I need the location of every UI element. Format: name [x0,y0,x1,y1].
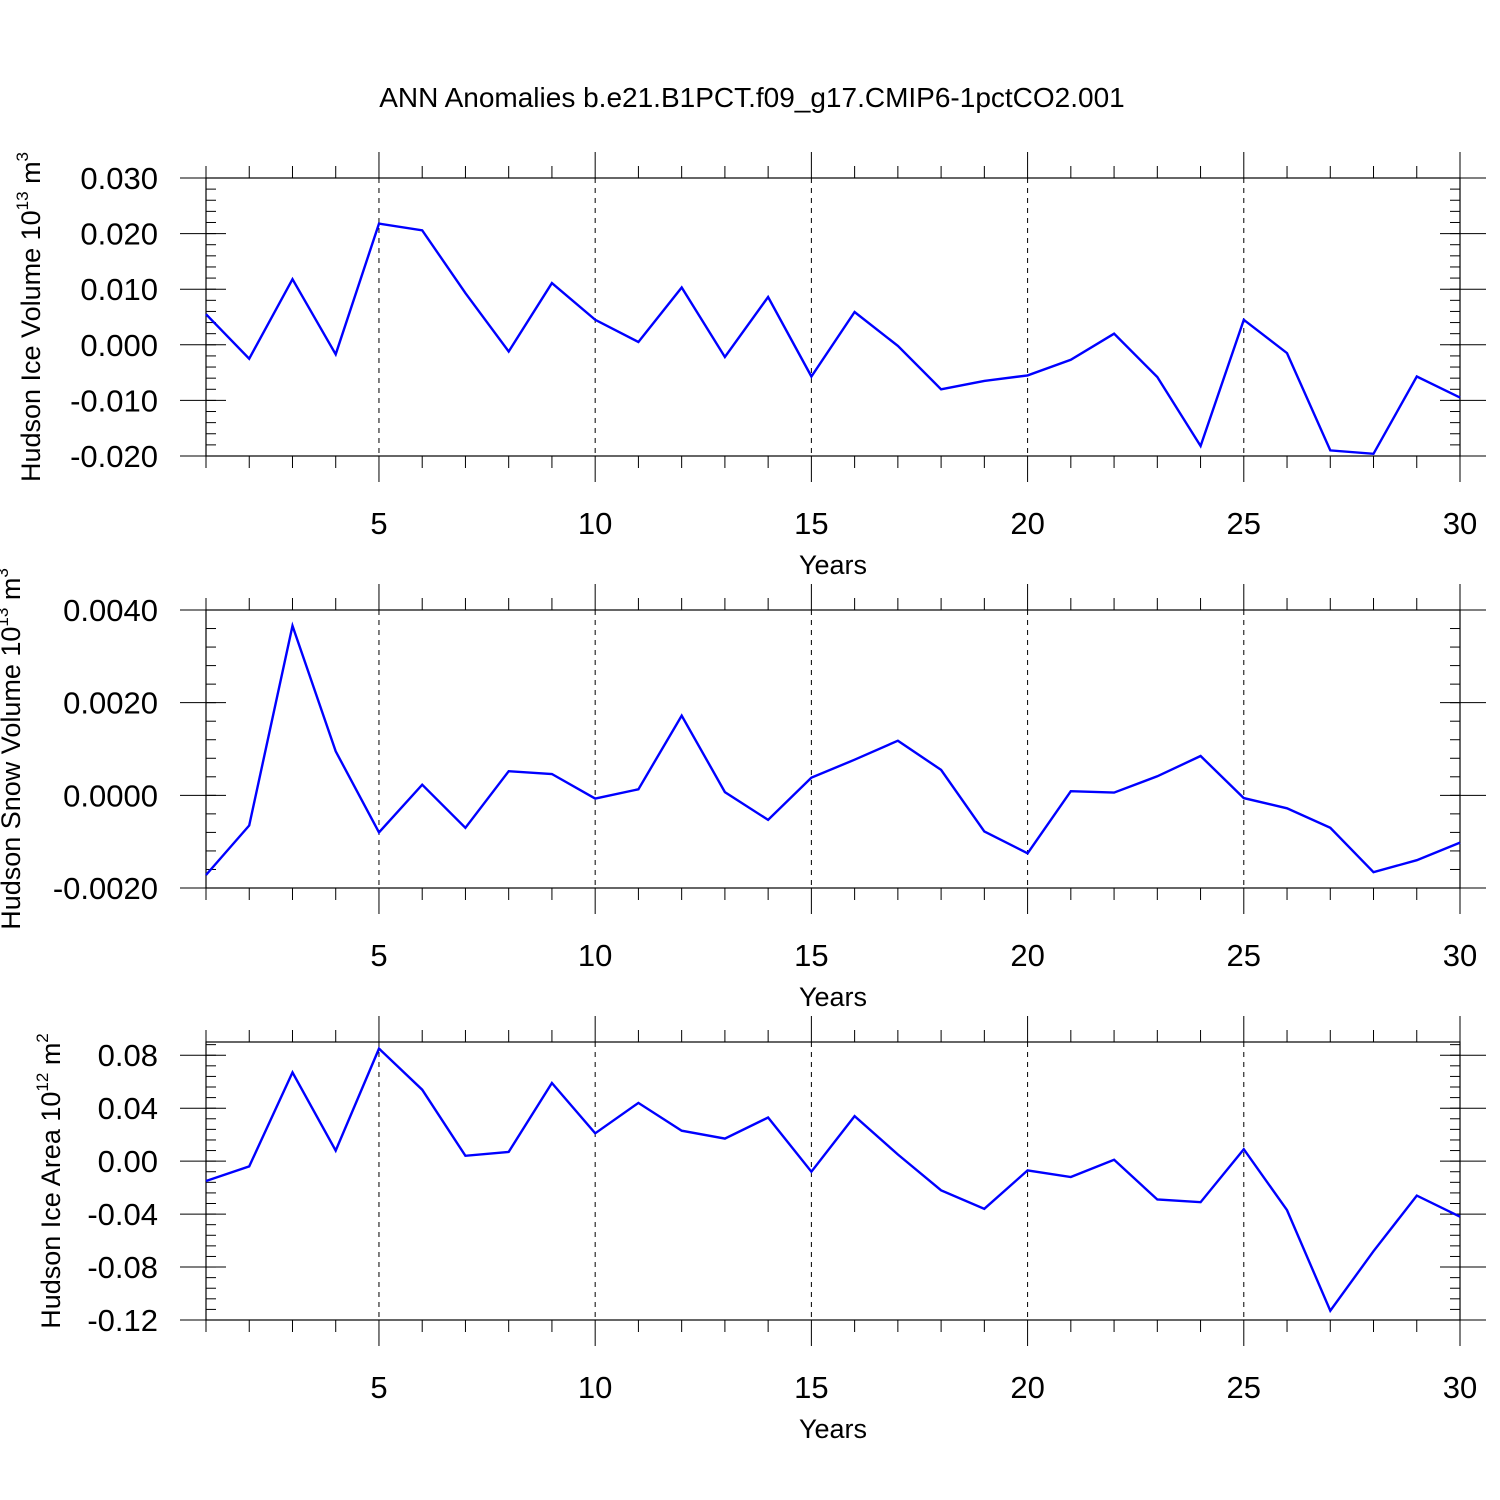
x-tick-label: 25 [1227,938,1261,973]
y-tick-label: 0.0040 [63,593,158,628]
x-tick-label: 25 [1227,1370,1261,1405]
y-tick-label: 0.030 [80,161,158,196]
x-tick-label: 20 [1010,938,1044,973]
x-tick-label: 30 [1443,1370,1477,1405]
y-tick-label: -0.0020 [53,871,158,906]
x-tick-label: 10 [578,1370,612,1405]
y-tick-label: -0.020 [70,439,158,474]
x-tick-label: 15 [794,938,828,973]
y-tick-label: -0.04 [87,1197,158,1232]
y-axis-label: Hudson Snow Volume 1013 m3 [0,568,26,930]
x-tick-label: 5 [370,938,387,973]
y-tick-label: 0.08 [98,1038,158,1073]
chart-panel-2: -0.0020 0.0000 0.0020 0.0040 5 10 15 20 25 30 Year… [0,568,1486,1012]
y-tick-label: -0.010 [70,383,158,418]
y-tick-label: 0.000 [80,328,158,363]
y-axis-label: Hudson Ice Area 1012 m2 [33,1033,66,1329]
x-tick-label: 10 [578,506,612,541]
x-axis-label: Years [799,550,867,580]
x-tick-label: 5 [370,506,387,541]
x-tick-label: 15 [794,506,828,541]
series-line [205,222,1461,456]
y-tick-label: 0.010 [80,272,158,307]
y-tick-label: 0.00 [98,1144,158,1179]
figure-title: ANN Anomalies b.e21.B1PCT.f09_g17.CMIP6-… [379,82,1125,113]
panels-container: -0.020 -0.010 0.000 0.010 0.020 0.030 5 10 15 20 2… [0,152,1486,1444]
y-tick-label: -0.08 [87,1250,158,1285]
x-tick-label: 20 [1010,1370,1044,1405]
x-axis-label: Years [799,1414,867,1444]
x-tick-label: 5 [370,1370,387,1405]
y-axis-label: Hudson Ice Volume 1013 m3 [13,152,46,482]
series-line [205,621,1461,876]
y-tick-label: 0.0020 [63,686,158,721]
y-tick-label: -0.12 [87,1303,158,1338]
x-tick-label: 30 [1443,938,1477,973]
x-tick-label: 20 [1010,506,1044,541]
chart-panel-1: -0.020 -0.010 0.000 0.010 0.020 0.030 5 10 15 20 2… [13,152,1486,580]
x-tick-label: 10 [578,938,612,973]
y-tick-label: 0.020 [80,217,158,252]
x-tick-label: 25 [1227,506,1261,541]
y-tick-label: 0.04 [98,1091,158,1126]
series-line [205,1046,1461,1314]
x-axis-label: Years [799,982,867,1012]
x-tick-label: 30 [1443,506,1477,541]
plot-frame [205,1041,1461,1321]
chart-panel-3: -0.12 -0.08 -0.04 0.00 0.04 0.08 5 10 15 20 25 30 Ye… [33,1016,1486,1444]
plot-frame [205,177,1461,457]
plot-frame [205,609,1461,889]
x-tick-label: 15 [794,1370,828,1405]
y-tick-label: 0.0000 [63,778,158,813]
